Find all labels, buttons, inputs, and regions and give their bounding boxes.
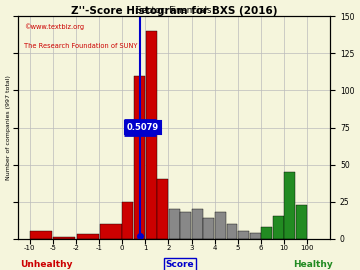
Text: 0.5079: 0.5079: [127, 123, 159, 132]
Text: Sector: Financials: Sector: Financials: [136, 6, 212, 15]
Bar: [261, 227, 272, 239]
Bar: [203, 218, 214, 239]
Bar: [134, 76, 145, 239]
Text: Healthy: Healthy: [293, 260, 333, 269]
Text: The Research Foundation of SUNY: The Research Foundation of SUNY: [24, 43, 138, 49]
Bar: [30, 231, 52, 239]
Bar: [192, 209, 203, 239]
Bar: [180, 212, 191, 239]
Bar: [100, 224, 122, 239]
Bar: [284, 172, 295, 239]
Title: Z''-Score Histogram for BXS (2016): Z''-Score Histogram for BXS (2016): [71, 6, 278, 16]
Text: Unhealthy: Unhealthy: [21, 260, 73, 269]
Text: ©www.textbiz.org: ©www.textbiz.org: [24, 23, 85, 30]
Bar: [169, 209, 180, 239]
Bar: [238, 231, 249, 239]
Bar: [226, 224, 238, 239]
Bar: [273, 217, 284, 239]
Bar: [157, 179, 168, 239]
Bar: [122, 202, 134, 239]
Bar: [215, 212, 226, 239]
Bar: [77, 234, 99, 239]
Bar: [296, 205, 307, 239]
Bar: [249, 233, 261, 239]
Text: Score: Score: [166, 260, 194, 269]
Y-axis label: Number of companies (997 total): Number of companies (997 total): [5, 75, 10, 180]
Bar: [145, 31, 157, 239]
Bar: [53, 237, 75, 239]
